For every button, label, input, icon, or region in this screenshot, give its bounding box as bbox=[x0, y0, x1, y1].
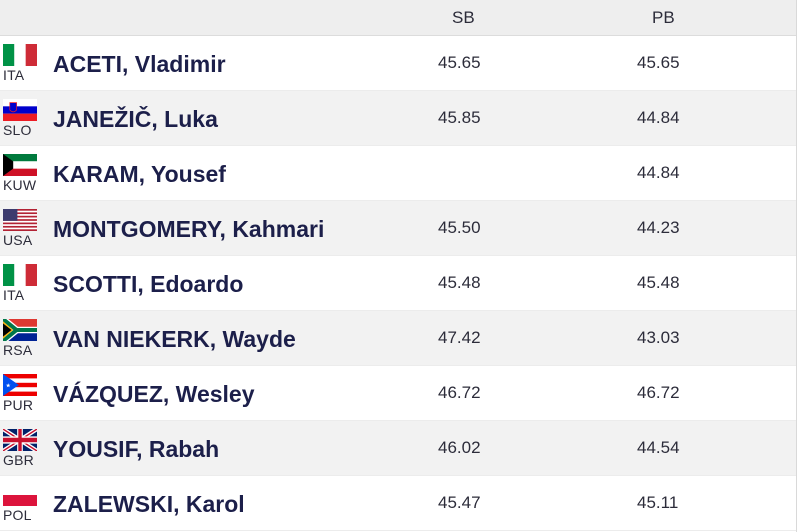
season-best: 45.48 bbox=[438, 273, 481, 292]
poland-flag-icon bbox=[3, 484, 37, 506]
table-body: ITA ACETI, Vladimir 45.65 45.65 SLO JANE… bbox=[0, 36, 796, 531]
south-africa-flag-icon bbox=[3, 319, 37, 341]
athlete-name[interactable]: VAN NIEKERK, Wayde bbox=[53, 326, 296, 352]
table-row[interactable]: PUR VÁZQUEZ, Wesley 46.72 46.72 bbox=[0, 366, 796, 421]
season-best: 46.72 bbox=[438, 383, 481, 402]
athlete-name[interactable]: JANEŽIČ, Luka bbox=[53, 106, 218, 132]
athlete-name[interactable]: ZALEWSKI, Karol bbox=[53, 491, 245, 517]
country-code: GBR bbox=[3, 452, 34, 468]
puerto-rico-flag-icon bbox=[3, 374, 37, 396]
personal-best: 46.72 bbox=[637, 383, 680, 402]
usa-flag-icon bbox=[3, 209, 37, 231]
athlete-name[interactable]: SCOTTI, Edoardo bbox=[53, 271, 244, 297]
personal-best: 44.84 bbox=[637, 108, 680, 127]
athlete-name[interactable]: KARAM, Yousef bbox=[53, 161, 226, 187]
personal-best: 45.11 bbox=[637, 493, 679, 512]
season-best: 45.65 bbox=[438, 53, 481, 72]
table-row[interactable]: POL ZALEWSKI, Karol 45.47 45.11 bbox=[0, 476, 796, 531]
country-code: POL bbox=[3, 507, 32, 523]
athlete-name[interactable]: ACETI, Vladimir bbox=[53, 51, 226, 77]
country-code: KUW bbox=[3, 177, 37, 193]
country-code: ITA bbox=[3, 287, 25, 303]
country-code: SLO bbox=[3, 122, 32, 138]
sb-column-header[interactable]: SB bbox=[452, 8, 475, 27]
personal-best: 45.48 bbox=[637, 273, 680, 292]
country-code: ITA bbox=[3, 67, 25, 83]
pb-column-header[interactable]: PB bbox=[652, 8, 675, 27]
table-row[interactable]: GBR YOUSIF, Rabah 46.02 44.54 bbox=[0, 421, 796, 476]
season-best: 45.50 bbox=[438, 218, 481, 237]
country-code: PUR bbox=[3, 397, 34, 413]
table-row[interactable]: USA MONTGOMERY, Kahmari 45.50 44.23 bbox=[0, 201, 796, 256]
italy-flag-icon bbox=[3, 264, 37, 286]
athlete-name[interactable]: YOUSIF, Rabah bbox=[53, 436, 220, 462]
personal-best: 44.84 bbox=[637, 163, 680, 182]
table-row[interactable]: RSA VAN NIEKERK, Wayde 47.42 43.03 bbox=[0, 311, 796, 366]
personal-best: 44.23 bbox=[637, 218, 680, 237]
table-row[interactable]: SLO JANEŽIČ, Luka 45.85 44.84 bbox=[0, 91, 796, 146]
season-best: 47.42 bbox=[438, 328, 481, 347]
season-best: 46.02 bbox=[438, 438, 481, 457]
athlete-name[interactable]: MONTGOMERY, Kahmari bbox=[53, 216, 325, 242]
personal-best: 43.03 bbox=[637, 328, 680, 347]
great-britain-flag-icon bbox=[3, 429, 37, 451]
table-row[interactable]: ITA SCOTTI, Edoardo 45.48 45.48 bbox=[0, 256, 796, 311]
personal-best: 45.65 bbox=[637, 53, 680, 72]
season-best: 45.85 bbox=[438, 108, 481, 127]
table-row[interactable]: ITA ACETI, Vladimir 45.65 45.65 bbox=[0, 36, 796, 91]
italy-flag-icon bbox=[3, 44, 37, 66]
personal-best: 44.54 bbox=[637, 438, 680, 457]
slovenia-flag-icon bbox=[3, 99, 37, 121]
country-code: RSA bbox=[3, 342, 33, 358]
season-best: 45.47 bbox=[438, 493, 481, 512]
table-row[interactable]: KUW KARAM, Yousef 44.84 bbox=[0, 146, 796, 201]
athlete-name[interactable]: VÁZQUEZ, Wesley bbox=[53, 381, 255, 407]
kuwait-flag-icon bbox=[3, 154, 37, 176]
country-code: USA bbox=[3, 232, 33, 248]
table-header: SB PB bbox=[0, 0, 796, 36]
